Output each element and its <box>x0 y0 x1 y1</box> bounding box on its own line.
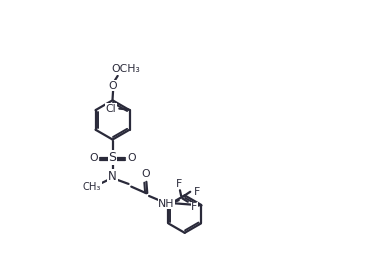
Text: F: F <box>194 187 200 197</box>
Text: Cl: Cl <box>105 103 116 114</box>
Text: F: F <box>176 179 182 188</box>
Text: NH: NH <box>158 199 175 209</box>
Text: O: O <box>89 153 98 163</box>
Text: F: F <box>191 202 198 212</box>
Text: S: S <box>108 151 117 164</box>
Text: OCH₃: OCH₃ <box>111 64 140 74</box>
Text: CH₃: CH₃ <box>83 182 101 192</box>
Text: O: O <box>109 81 117 91</box>
Text: O: O <box>142 169 150 179</box>
Text: O: O <box>128 153 136 163</box>
Text: N: N <box>108 170 117 183</box>
